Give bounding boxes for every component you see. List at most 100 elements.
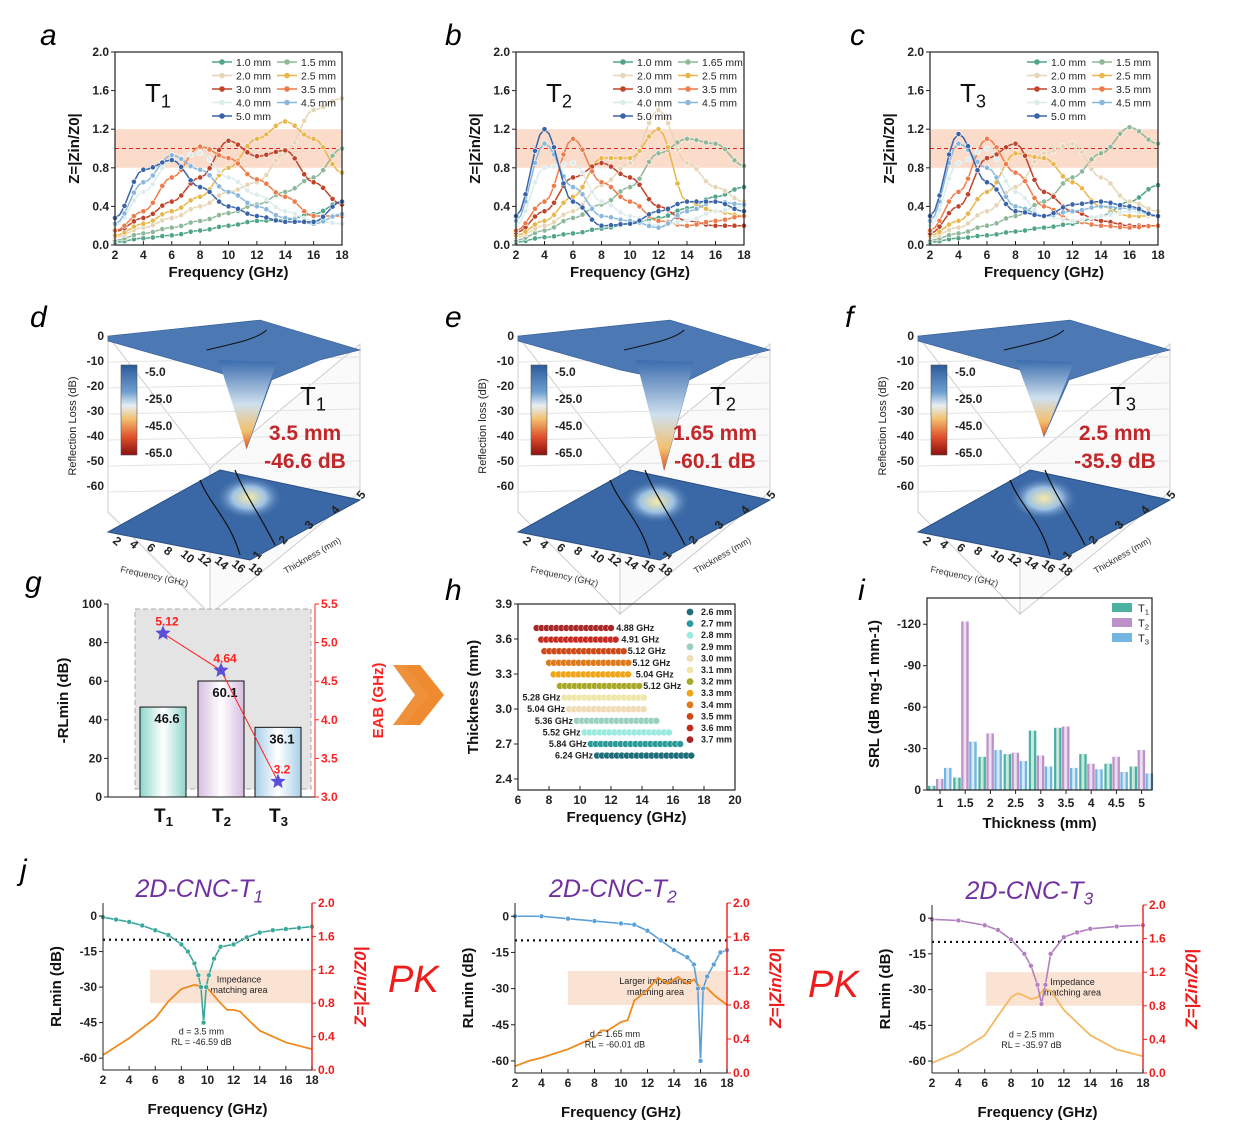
sample-label: T2 xyxy=(546,78,572,111)
x-tick-label: 14 xyxy=(1094,248,1108,262)
data-point xyxy=(674,180,681,187)
data-point xyxy=(722,216,728,223)
chart-title: 2D-CNC-T3 xyxy=(965,877,1094,908)
data-point xyxy=(639,705,648,713)
legend-marker xyxy=(686,620,694,627)
eab-label: 5.52 GHz xyxy=(543,727,582,737)
data-point xyxy=(598,198,605,205)
data-point xyxy=(140,235,147,242)
z-axis-label: Reflection loss (dB) xyxy=(477,378,489,473)
data-point xyxy=(551,219,557,225)
data-point xyxy=(984,179,990,186)
data-point xyxy=(617,221,624,228)
legend-label: 3.5 mm xyxy=(1116,84,1151,96)
legend-marker xyxy=(686,701,694,709)
data-point xyxy=(984,164,990,171)
data-point xyxy=(310,213,317,219)
data-point xyxy=(1126,213,1133,219)
data-point xyxy=(1107,199,1114,206)
y2-axis-label: Z=|Zin/Z0| xyxy=(766,948,785,1029)
data-point xyxy=(197,143,204,150)
data-point xyxy=(216,168,222,175)
data-point xyxy=(1126,203,1133,210)
rl-point xyxy=(717,949,724,956)
x-tick-label: 12 xyxy=(641,1076,655,1090)
rl-point xyxy=(711,961,717,968)
data-point xyxy=(579,169,586,176)
data-point xyxy=(131,223,137,230)
optimal-thickness: 1.65 mm xyxy=(673,422,757,445)
impedance-line xyxy=(514,975,728,1068)
x-tick-label: 16 xyxy=(666,793,680,807)
y-tick-label: 2.0 xyxy=(733,896,750,910)
data-point xyxy=(1012,228,1019,235)
data-point xyxy=(1069,217,1076,224)
data-point xyxy=(301,208,308,215)
colorbar-tick-label: -25.0 xyxy=(955,392,983,406)
data-point xyxy=(684,217,690,224)
data-point xyxy=(532,213,538,220)
data-point xyxy=(646,211,652,218)
data-point xyxy=(541,140,548,147)
legend-marker xyxy=(686,724,694,732)
x-tick-label: 10 xyxy=(1037,248,1051,262)
legend-marker xyxy=(219,86,225,92)
x-tick-label: 5 xyxy=(1138,796,1145,810)
data-point xyxy=(560,218,567,225)
legend-marker xyxy=(686,713,694,720)
data-point xyxy=(627,220,633,227)
series-1.65mm xyxy=(513,135,747,244)
data-point xyxy=(131,189,137,196)
data-point xyxy=(570,193,576,200)
data-point xyxy=(712,184,719,190)
data-point xyxy=(607,624,615,632)
data-point xyxy=(624,670,632,679)
min-rl-value: -60.1 dB xyxy=(674,450,756,473)
data-point xyxy=(946,175,952,182)
x-tick-label: 14 xyxy=(253,1073,267,1087)
data-point xyxy=(703,139,709,146)
data-point xyxy=(253,135,260,142)
data-point xyxy=(598,222,605,229)
floor-hotspot xyxy=(622,479,691,524)
legend-marker xyxy=(685,72,691,79)
y-tick-label: 0.8 xyxy=(733,998,750,1012)
x-tick-label: 12 xyxy=(227,1073,241,1087)
legend-marker xyxy=(620,99,626,106)
data-point xyxy=(541,227,548,234)
data-point xyxy=(712,222,719,229)
row-3.0mm: 5.04 GHz xyxy=(527,704,648,714)
data-point xyxy=(121,210,128,217)
z-tick-label: 0 xyxy=(507,329,514,343)
y-tick-label: 3.5 xyxy=(321,751,338,765)
y-tick-label: -15 xyxy=(80,945,98,959)
data-point xyxy=(1041,198,1047,205)
y-axis-label: RLmin (dB) xyxy=(48,946,65,1027)
data-point xyxy=(253,153,260,160)
x-tick-label: 2 xyxy=(929,1076,936,1090)
eab-label: 6.24 GHz xyxy=(555,751,594,761)
data-point xyxy=(253,176,260,183)
legend-marker xyxy=(685,59,691,65)
data-point xyxy=(1041,203,1047,210)
data-point xyxy=(551,233,557,240)
data-point xyxy=(1117,224,1123,231)
data-point xyxy=(955,235,962,242)
bar-highlight xyxy=(980,756,984,790)
data-point xyxy=(140,220,147,227)
data-point xyxy=(635,682,643,690)
y-tick-label: -60 xyxy=(80,1051,98,1065)
bar-highlight xyxy=(1072,767,1076,790)
data-point xyxy=(693,205,700,212)
chart-title: 2D-CNC-T1 xyxy=(135,875,264,906)
y-tick-label: 1.2 xyxy=(318,963,335,977)
legend-marker xyxy=(686,655,694,662)
contour-line xyxy=(609,479,651,556)
y-tick-label: 60 xyxy=(89,674,103,688)
data-point xyxy=(291,122,298,129)
data-point xyxy=(617,165,624,172)
x-tick-label: 18 xyxy=(737,248,751,262)
bar-highlight xyxy=(996,749,1000,790)
impedance-line xyxy=(102,983,313,1056)
